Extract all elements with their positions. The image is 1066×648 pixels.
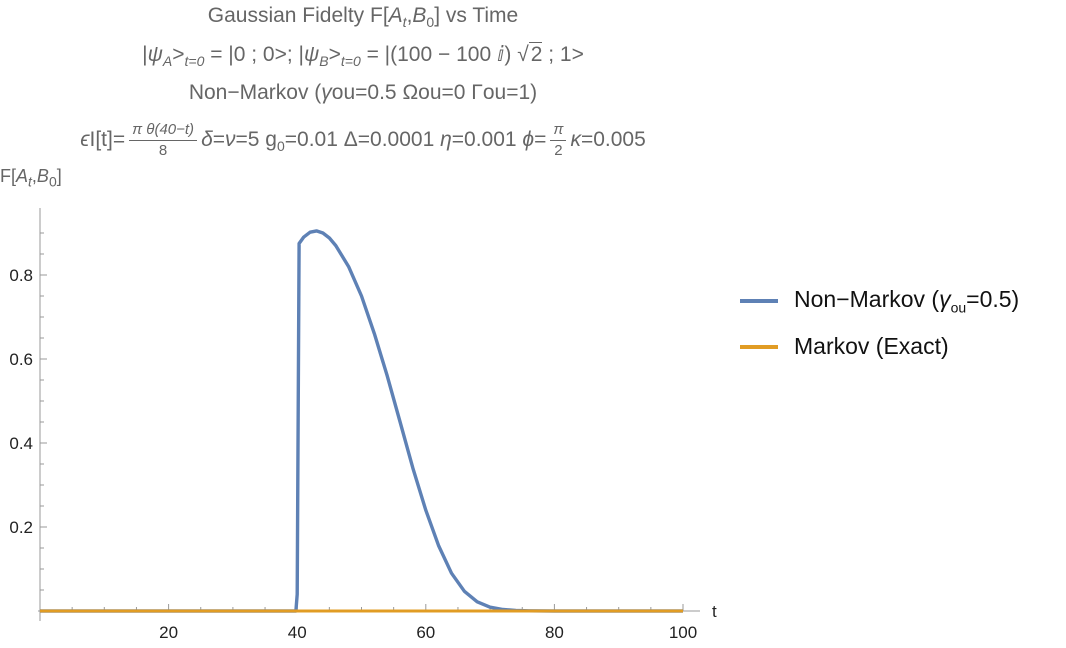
chart-title-line-2: |ψA>t=0 = |0 ; 0>; |ψB>t=0 = |(100 − 100…: [142, 42, 584, 70]
x-tick-label: 100: [669, 623, 697, 642]
y-tick-label: 0.4: [9, 434, 33, 453]
x-tick-label: 60: [416, 623, 435, 642]
series-line-non-markov: [40, 229, 683, 613]
legend-swatch-markov: [740, 344, 778, 349]
axes: [38, 208, 700, 621]
series-lines: [40, 229, 683, 613]
x-axis-label: t: [712, 602, 717, 621]
legend-swatch-non-markov: [740, 298, 778, 303]
ticks: 20 40 60 80 100 0.2 0.4 0.6 0.8 t: [9, 232, 717, 642]
x-tick-label: 20: [159, 623, 178, 642]
legend-item-markov: Markov (Exact): [740, 333, 949, 360]
y-tick-label: 0.8: [9, 266, 33, 285]
legend-label-non-markov: Non−Markov (γou=0.5): [794, 286, 1020, 316]
chart-title-line-3: Non−Markov (γou=0.5 Ωou=0 Γou=1): [188, 81, 538, 104]
x-tick-label: 40: [288, 623, 307, 642]
y-tick-label: 0.2: [9, 518, 33, 537]
y-tick-label: 0.6: [9, 350, 33, 369]
chart-title-line-1: Gaussian Fidelty F[At,B0] vs Time: [207, 4, 519, 31]
x-tick-label: 80: [545, 623, 564, 642]
legend-item-non-markov: Non−Markov (γou=0.5): [740, 286, 1019, 316]
legend-label-markov: Markov (Exact): [794, 333, 949, 359]
fraction-pi-theta: π θ(40−t) 8: [129, 120, 198, 161]
chart-title-line-4: ϵI[t]= π θ(40−t) 8 δ=ν=5 g0=0.01 Δ=0.0001 η…: [80, 120, 646, 161]
y-axis-label: F[At,B0]: [0, 166, 62, 190]
